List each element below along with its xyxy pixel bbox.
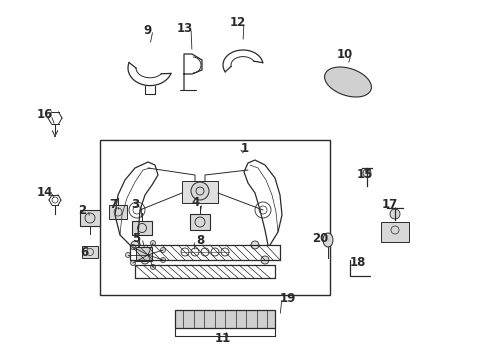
Text: 2: 2 (78, 203, 86, 216)
Text: 6: 6 (80, 246, 88, 258)
Text: 5: 5 (132, 231, 140, 244)
Text: 7: 7 (109, 198, 117, 211)
Text: 20: 20 (312, 231, 328, 244)
Ellipse shape (323, 233, 333, 247)
Text: 9: 9 (143, 23, 151, 36)
Text: 12: 12 (230, 15, 246, 28)
Circle shape (130, 244, 136, 249)
Text: 18: 18 (350, 256, 366, 269)
Text: 14: 14 (37, 185, 53, 198)
Text: 16: 16 (37, 108, 53, 122)
Bar (132, 221, 152, 235)
Circle shape (363, 169, 371, 177)
Bar (100, 140, 330, 295)
Text: 4: 4 (192, 197, 200, 210)
Text: 10: 10 (337, 49, 353, 62)
Circle shape (161, 248, 166, 252)
Bar (136, 247, 152, 261)
Text: 17: 17 (382, 198, 398, 211)
Polygon shape (182, 181, 218, 203)
Circle shape (125, 252, 130, 257)
Bar (175, 310, 275, 328)
Text: 19: 19 (280, 292, 296, 305)
Circle shape (131, 241, 139, 249)
Circle shape (161, 257, 166, 262)
Text: 3: 3 (131, 198, 139, 211)
Text: 11: 11 (215, 332, 231, 345)
Bar (381, 222, 409, 242)
Bar (190, 214, 210, 230)
Text: 8: 8 (196, 234, 204, 247)
Circle shape (390, 209, 400, 219)
Circle shape (150, 265, 155, 270)
Bar (109, 205, 127, 219)
Circle shape (150, 240, 155, 246)
Circle shape (130, 261, 136, 266)
Text: 15: 15 (357, 168, 373, 181)
Circle shape (141, 256, 149, 264)
Circle shape (251, 241, 259, 249)
Bar (80, 210, 100, 226)
Bar (82, 246, 98, 258)
Circle shape (191, 182, 209, 200)
Text: 1: 1 (241, 141, 249, 154)
Circle shape (261, 256, 269, 264)
Text: 13: 13 (177, 22, 193, 35)
Polygon shape (324, 67, 371, 97)
